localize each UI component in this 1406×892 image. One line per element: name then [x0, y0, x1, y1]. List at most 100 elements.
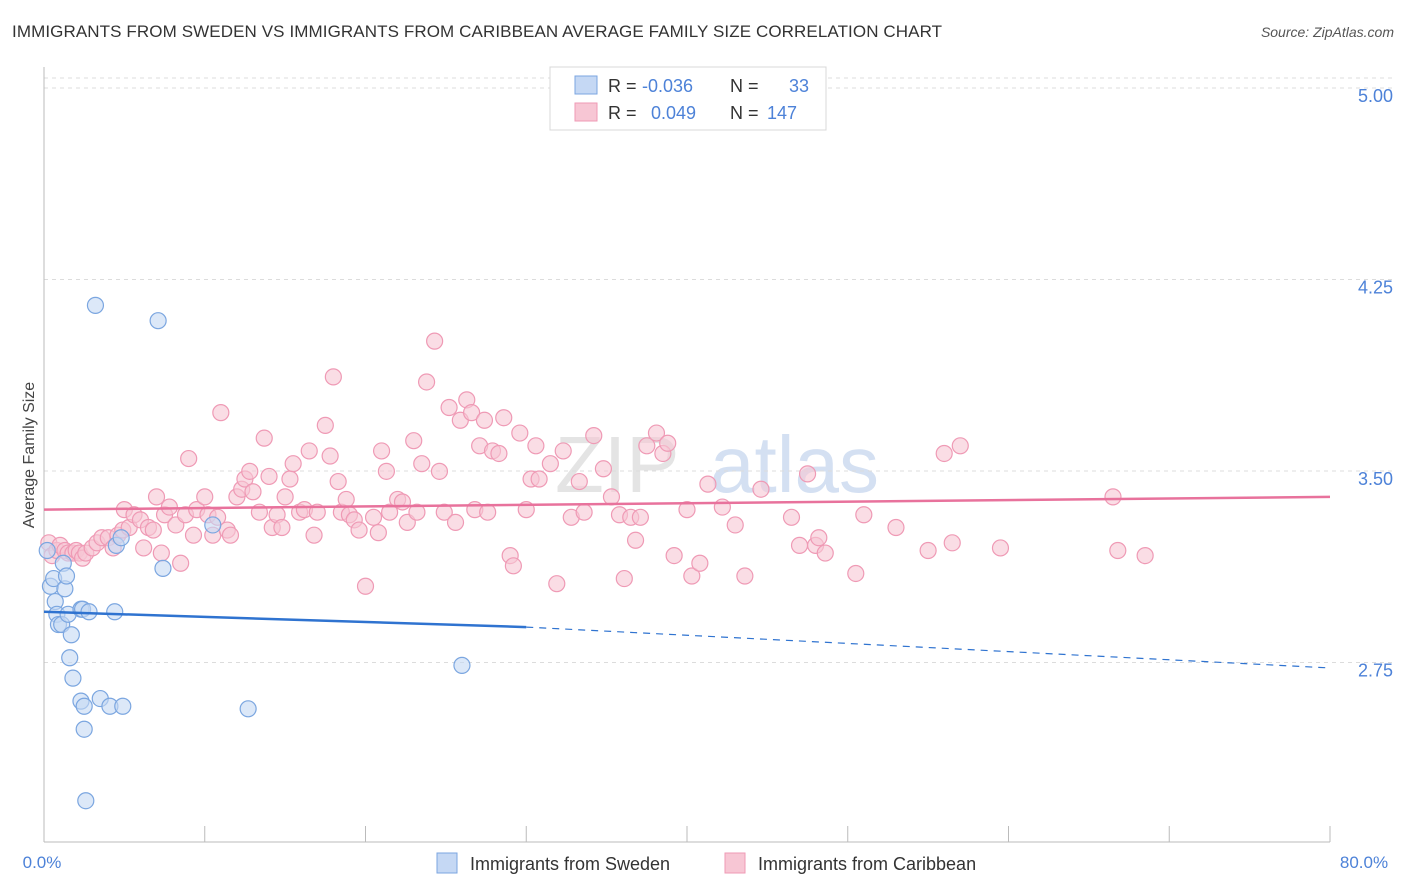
caribbean-point: [726, 516, 744, 534]
caribbean-point: [782, 508, 801, 526]
sweden-point: [106, 603, 124, 621]
caribbean-point: [678, 501, 696, 519]
sweden-trend-line: [43, 610, 527, 629]
caribbean-point: [305, 526, 323, 544]
legend-swatch-caribbean: [724, 852, 746, 874]
x-ticks: [204, 826, 1331, 842]
caribbean-point: [919, 541, 937, 560]
caribbean-point: [244, 483, 262, 501]
y-tick-label: 2.75: [1358, 661, 1393, 681]
caribbean-point: [713, 498, 731, 516]
caribbean-point: [855, 506, 873, 524]
caribbean-point: [281, 470, 299, 488]
caribbean-point: [329, 472, 347, 491]
stats-swatch-caribbean: [574, 102, 598, 122]
caribbean-point: [300, 442, 318, 460]
caribbean-point: [647, 424, 666, 442]
stats-r-value-sweden: -0.036: [642, 76, 693, 96]
stats-swatch-sweden: [574, 75, 598, 95]
caribbean-point: [255, 429, 273, 447]
caribbean-point: [548, 575, 566, 593]
caribbean-point: [337, 490, 355, 509]
x-tick-label-max: 80.0%: [1340, 853, 1388, 872]
caribbean-point: [887, 518, 905, 537]
caribbean-point: [847, 564, 865, 583]
caribbean-point: [276, 488, 294, 506]
caribbean-point: [490, 444, 508, 463]
sweden-point: [453, 656, 471, 674]
x-tick-label-min: 0.0%: [23, 853, 62, 872]
sweden-point: [57, 567, 76, 585]
sweden-point: [154, 559, 172, 577]
caribbean-point: [135, 539, 153, 557]
caribbean-point: [699, 475, 717, 493]
series-caribbean-points: [40, 332, 1154, 595]
caribbean-point: [381, 503, 399, 521]
caribbean-point: [615, 569, 633, 588]
caribbean-point: [511, 424, 529, 442]
sweden-point: [114, 697, 132, 715]
sweden-point: [112, 529, 130, 547]
caribbean-point: [364, 508, 383, 526]
sweden-point: [77, 792, 95, 810]
caribbean-point: [1104, 488, 1122, 506]
caribbean-point: [393, 493, 412, 511]
sweden-point: [149, 312, 167, 330]
caribbean-point: [951, 437, 969, 455]
caribbean-point: [1136, 546, 1154, 565]
sweden-point: [75, 720, 93, 738]
watermark-atlas: atlas: [710, 420, 879, 509]
caribbean-point: [324, 368, 342, 386]
sweden-point: [239, 700, 257, 718]
caribbean-point: [377, 462, 395, 480]
caribbean-point: [790, 536, 809, 554]
caribbean-point: [405, 432, 423, 450]
series-legend: Immigrants from Sweden Immigrants from C…: [436, 852, 976, 874]
caribbean-point: [798, 465, 817, 483]
caribbean-point: [626, 531, 645, 549]
caribbean-point: [495, 409, 513, 427]
stats-n-value-sweden: 33: [789, 76, 809, 96]
caribbean-point: [440, 398, 458, 417]
sweden-point: [64, 669, 82, 687]
y-tick-label: 3.50: [1358, 469, 1393, 489]
caribbean-point: [475, 411, 494, 429]
caribbean-point: [1109, 541, 1127, 560]
trend-lines: [43, 495, 1331, 669]
sweden-point: [61, 649, 79, 667]
caribbean-point: [160, 498, 178, 516]
caribbean-point: [147, 488, 166, 506]
caribbean-point: [530, 470, 548, 488]
sweden-trend-line-extension: [526, 626, 1331, 669]
caribbean-point: [631, 508, 649, 526]
caribbean-point: [659, 434, 677, 452]
sweden-point: [75, 697, 93, 715]
caribbean-point: [665, 546, 683, 565]
sweden-point: [38, 541, 56, 560]
caribbean-point: [935, 444, 953, 463]
caribbean-point: [172, 554, 190, 572]
caribbean-point: [284, 455, 302, 473]
caribbean-point: [321, 447, 339, 465]
caribbean-point: [260, 467, 278, 486]
caribbean-point: [241, 462, 259, 480]
sweden-point: [86, 296, 105, 314]
source-label: Source: ZipAtlas.com: [1260, 24, 1394, 40]
caribbean-point: [180, 449, 198, 468]
caribbean-point: [527, 437, 545, 455]
stats-r-label-sweden: R =: [608, 76, 637, 96]
caribbean-point: [585, 426, 603, 445]
caribbean-point: [350, 521, 368, 539]
caribbean-point: [413, 455, 431, 473]
sweden-point: [62, 626, 80, 644]
caribbean-point: [196, 488, 214, 506]
chart-title: IMMIGRANTS FROM SWEDEN VS IMMIGRANTS FRO…: [12, 22, 943, 41]
caribbean-point: [638, 437, 656, 455]
caribbean-point: [691, 554, 709, 572]
y-axis-label: Average Family Size: [21, 382, 38, 529]
gridlines: [44, 77, 1392, 663]
caribbean-point: [810, 529, 828, 547]
caribbean-point: [816, 544, 834, 562]
legend-label-caribbean: Immigrants from Caribbean: [758, 854, 976, 874]
